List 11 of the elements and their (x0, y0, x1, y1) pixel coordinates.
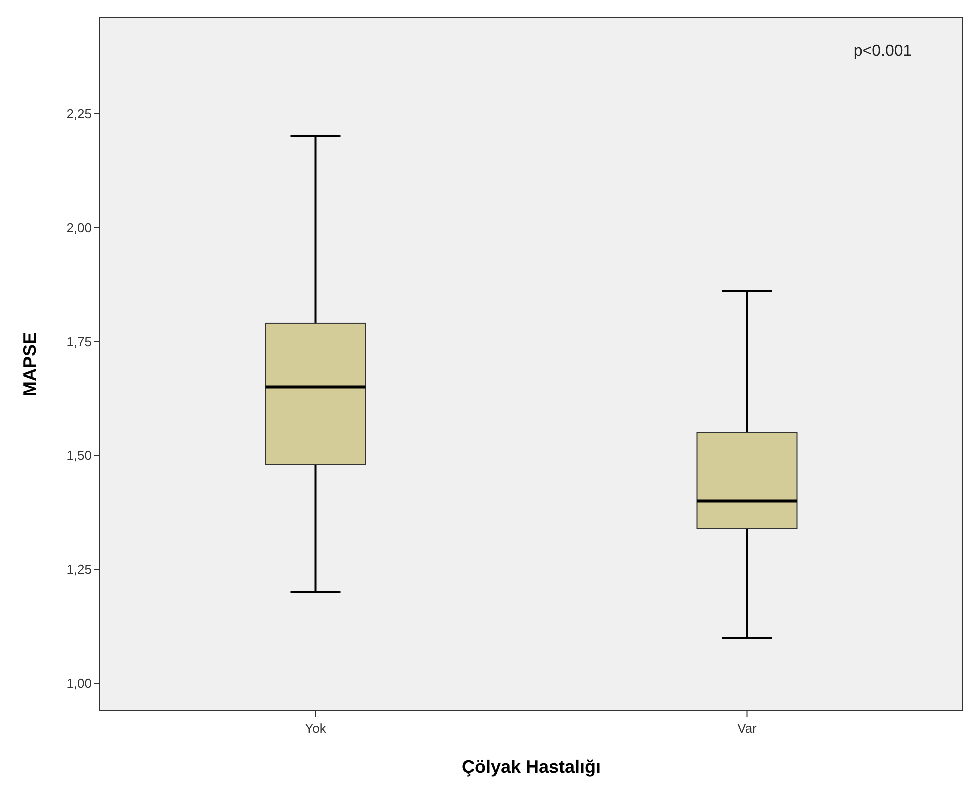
x-tick-label: Yok (305, 721, 327, 736)
y-tick-label: 2,00 (66, 220, 92, 236)
y-tick-label: 1,75 (66, 334, 92, 350)
y-tick-label: 1,50 (66, 448, 92, 464)
y-tick-label: 1,25 (66, 562, 92, 578)
x-axis-title: Çölyak Hastalığı (462, 757, 602, 777)
y-tick-label: 2,25 (66, 106, 92, 122)
y-axis-title: MAPSE (20, 332, 40, 397)
x-tick-label: Var (738, 721, 758, 736)
annotation: p<0.001 (854, 43, 912, 60)
y-tick-label: 1,00 (66, 676, 92, 692)
